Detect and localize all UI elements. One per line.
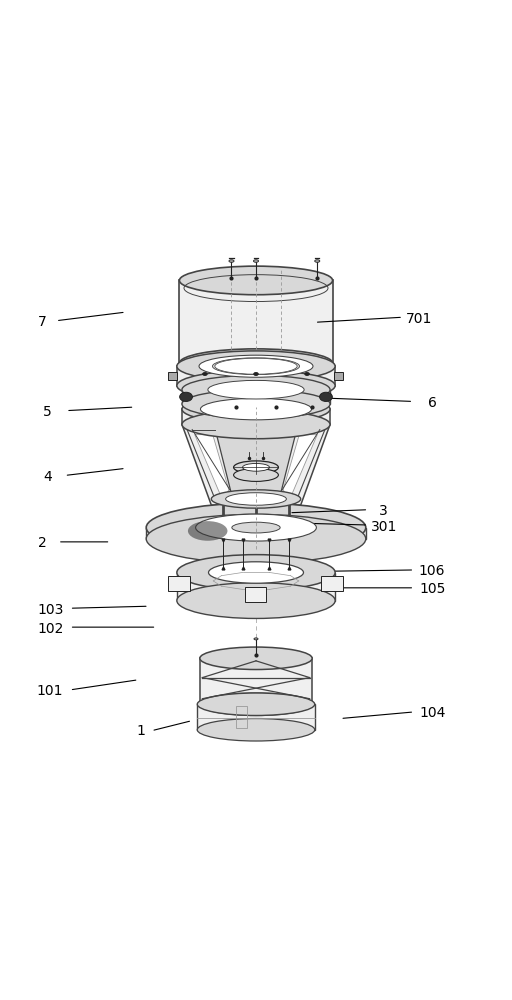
Ellipse shape — [212, 358, 300, 375]
Polygon shape — [283, 435, 317, 500]
Text: 4: 4 — [44, 470, 52, 484]
Bar — [177, 573, 335, 601]
Text: 1: 1 — [137, 724, 145, 738]
Ellipse shape — [208, 562, 304, 583]
Ellipse shape — [211, 490, 301, 508]
Text: 7: 7 — [38, 315, 47, 329]
Ellipse shape — [182, 390, 330, 418]
Bar — [200, 658, 312, 704]
Bar — [245, 587, 266, 602]
Bar — [236, 706, 247, 728]
Ellipse shape — [179, 349, 333, 377]
Ellipse shape — [232, 522, 280, 533]
Bar — [182, 390, 330, 404]
Ellipse shape — [254, 638, 258, 640]
Ellipse shape — [243, 463, 269, 471]
Bar — [179, 280, 333, 363]
Ellipse shape — [233, 461, 279, 474]
Ellipse shape — [226, 493, 286, 505]
Ellipse shape — [254, 372, 258, 376]
Bar — [168, 576, 190, 591]
Bar — [197, 704, 315, 730]
Ellipse shape — [180, 392, 193, 401]
Ellipse shape — [146, 503, 366, 552]
Text: 2: 2 — [38, 536, 47, 550]
Ellipse shape — [315, 260, 320, 262]
Ellipse shape — [305, 372, 309, 376]
Text: 3: 3 — [379, 504, 388, 518]
Ellipse shape — [179, 266, 333, 295]
Polygon shape — [215, 430, 297, 494]
Ellipse shape — [253, 260, 259, 262]
Text: 101: 101 — [36, 684, 62, 698]
Text: 701: 701 — [406, 312, 433, 326]
Polygon shape — [195, 435, 229, 500]
Ellipse shape — [233, 469, 279, 481]
Ellipse shape — [200, 647, 312, 670]
Ellipse shape — [215, 358, 297, 374]
Text: 6: 6 — [428, 396, 437, 410]
Ellipse shape — [188, 521, 227, 541]
Ellipse shape — [182, 410, 330, 439]
Ellipse shape — [200, 693, 312, 715]
Ellipse shape — [229, 260, 234, 262]
Ellipse shape — [182, 395, 330, 423]
Text: 103: 103 — [37, 603, 64, 617]
Ellipse shape — [177, 583, 335, 618]
Polygon shape — [182, 424, 330, 505]
Bar — [334, 372, 344, 380]
Text: 106: 106 — [419, 564, 445, 578]
Ellipse shape — [319, 392, 332, 401]
Bar — [146, 528, 366, 539]
Ellipse shape — [199, 355, 313, 377]
Ellipse shape — [177, 555, 335, 590]
Ellipse shape — [203, 372, 207, 376]
Ellipse shape — [201, 398, 311, 420]
Ellipse shape — [182, 375, 330, 404]
Text: 102: 102 — [37, 622, 64, 636]
Bar — [177, 366, 335, 386]
Bar — [182, 409, 330, 424]
Ellipse shape — [197, 719, 315, 741]
Ellipse shape — [146, 514, 366, 563]
Text: 301: 301 — [371, 520, 397, 534]
Ellipse shape — [197, 693, 315, 715]
Ellipse shape — [196, 514, 316, 541]
Bar — [167, 372, 177, 380]
Ellipse shape — [177, 370, 335, 401]
Text: 5: 5 — [44, 405, 52, 419]
Text: 105: 105 — [419, 582, 445, 596]
Ellipse shape — [177, 351, 335, 382]
Ellipse shape — [208, 380, 304, 399]
Bar — [321, 576, 343, 591]
Text: 104: 104 — [419, 706, 445, 720]
